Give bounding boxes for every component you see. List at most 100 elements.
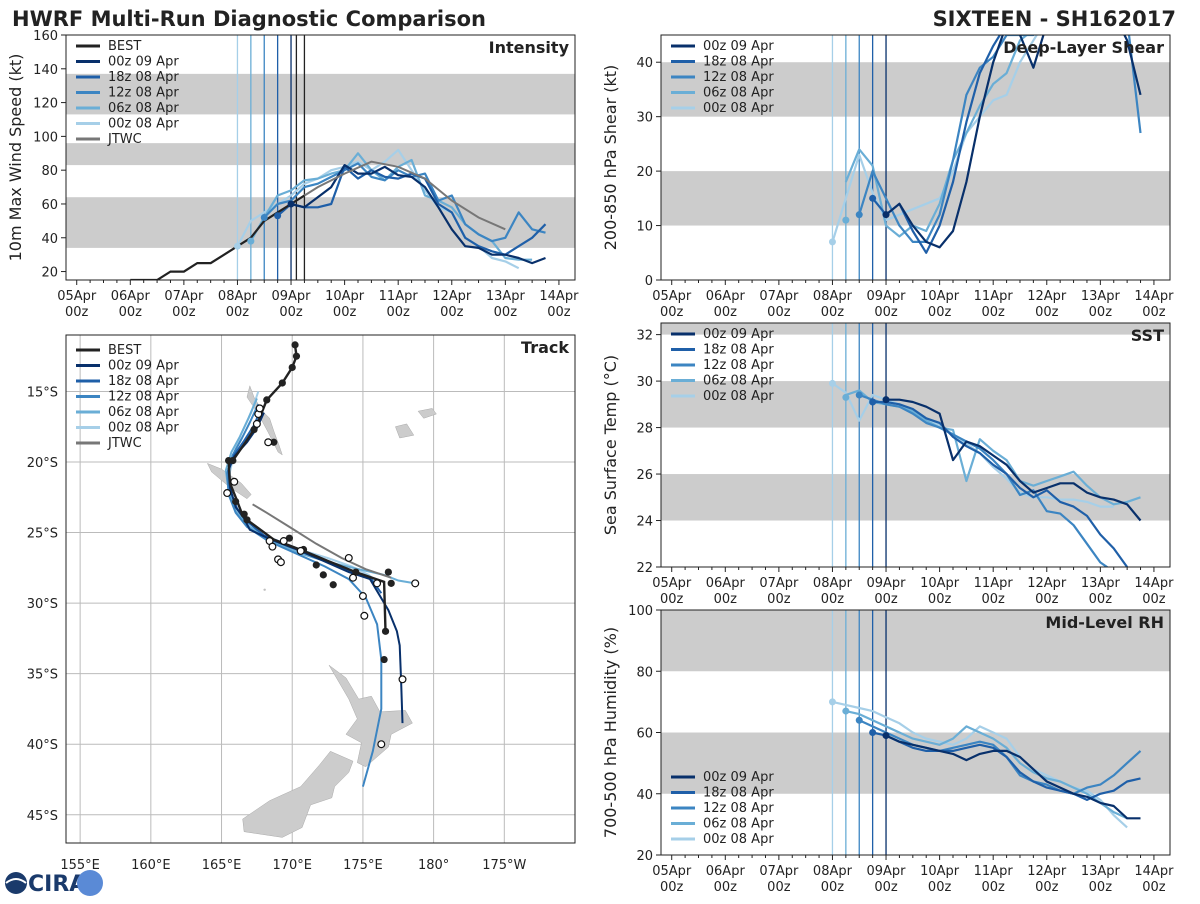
shear-ytick-label-0: 0 [645,274,653,289]
sst-xtick-label-line-9-0: 14Apr [1134,576,1174,591]
track-filled-marker-11 [240,510,248,518]
shear-band-0 [661,171,1170,226]
rh-xtick-label-line-5-1: 00z [928,880,952,895]
rh-band-0 [661,732,1170,794]
intensity-xtick-label-line-9-1: 00z [547,305,571,320]
intensity-xtick-label-line-5-1: 00z [333,305,357,320]
intensity-ylabel: 10m Max Wind Speed (kt) [6,54,25,262]
sst-series-2 [858,393,1109,567]
shear-xtick-label-line-0-0: 05Apr [652,289,692,304]
sst-series-1 [872,400,1128,567]
shear-ytick-label-2: 20 [636,165,653,180]
shear-xtick-label-line-5-1: 00z [928,305,952,320]
sst-xtick-label-2: 07Apr 00z [759,576,799,607]
shear-xtick-label-line-8-1: 00z [1089,305,1113,320]
sst-band-1 [661,381,1170,428]
track-open-marker-16 [358,592,367,601]
track-frame [65,334,576,844]
track-open-marker-15 [411,579,420,588]
shear-xtick-label-2: 07Apr 00z [759,289,799,320]
sst-ylabel: Sea Surface Temp (°C) [601,355,620,535]
shear-series-1 [871,35,1002,254]
track-filled-marker-2 [288,363,296,372]
track-open-marker-9 [296,546,305,555]
intensity-legend-label-3: 12z 08 Apr [108,86,179,101]
rh-xtick-label-8: 13Apr 00z [1081,864,1121,895]
land-vanuatu [246,384,283,456]
intensity-legend-label-6: JTWC [107,132,142,147]
shear-plot-area [828,35,1142,254]
track-filled-marker-18 [384,568,392,576]
rh-title: Mid-Level RH [1045,613,1164,632]
track-ytick-label-5: 40°S [27,738,58,753]
shear-xtick-label-line-7-1: 00z [1035,305,1059,320]
intensity-xtick-label-line-0-1: 00z [65,305,89,320]
track-open-marker-13 [349,573,358,582]
rh-xtick-label-7: 12Apr 00z [1027,864,1067,895]
track-filled-marker-10 [243,516,251,524]
rh-xtick-label-5: 10Apr 00z [920,864,960,895]
sst-ytick-label-1: 24 [636,515,653,530]
sst-xtick-label-line-6-0: 11Apr [974,576,1014,591]
sst-legend-label-1: 18z 08 Apr [703,343,774,358]
intensity-band-1 [66,143,575,166]
intensity-xtick-label-line-6-0: 11Apr [379,289,419,304]
sst-xtick-label-line-2-1: 00z [767,592,791,607]
intensity-band-2 [66,73,575,115]
rh-plot-area [828,698,1142,829]
track-xtick-label-6: 175°W [482,858,526,873]
track-open-marker-19 [377,740,386,749]
intensity-marker-2 [260,213,268,221]
intensity-xtick-label-2: 07Apr 00z [164,289,204,320]
shear-ytick-label-1: 10 [636,220,653,235]
track-open-marker-12 [344,553,353,562]
shear-xtick-label-9: 14Apr 00z [1134,289,1174,320]
intensity-ytick-label-5: 120 [33,97,58,112]
land-new-zealand-north-island [328,664,413,768]
sst-legend-label-2: 12z 08 Apr [703,358,774,373]
rh-xtick-label-3: 08Apr 00z [813,864,853,895]
sst-frame [660,322,1171,568]
track-filled-marker-1 [292,352,301,360]
rh-legend-label-3: 06z 08 Apr [703,817,774,832]
sst-xtick-label-5: 10Apr 00z [920,576,960,607]
track-filled-marker-14 [312,561,320,569]
sst-xtick-label-line-5-0: 10Apr [920,576,960,591]
rh-xtick-label-line-9-1: 00z [1142,880,1166,895]
sst-xtick-label-line-6-1: 00z [982,592,1006,607]
track-legend-label-6: JTWC [107,436,142,451]
intensity-ytick-label-6: 140 [33,63,58,78]
rh-ytick-label-1: 40 [636,788,653,803]
track-xtick-label-4: 175°E [343,858,383,873]
rh-marker-4 [882,732,890,740]
track-legend-label-3: 12z 08 Apr [108,390,179,405]
intensity-xtick-label-line-2-1: 00z [172,305,196,320]
rh-xtick-label-line-9-0: 14Apr [1134,864,1174,879]
sst-ytick-label-5: 32 [636,329,653,344]
track-open-marker-17 [360,611,369,620]
shear-xtick-label-line-0-1: 00z [660,305,684,320]
shear-marker-1 [842,216,850,224]
sst-legend-label-3: 06z 08 Apr [703,374,774,389]
intensity-ytick-label-1: 40 [41,232,58,247]
land-fiji-viti-levu [395,423,415,439]
rh-xtick-label-line-3-1: 00z [821,880,845,895]
intensity-xtick-label-line-5-0: 10Apr [325,289,365,304]
intensity-xtick-label-line-3-0: 08Apr [218,289,258,304]
sst-ytick-label-2: 26 [636,468,653,483]
shear-ytick-label-4: 40 [636,56,653,71]
shear-xtick-label-line-2-0: 07Apr [759,289,799,304]
intensity-xtick-label-0: 05Apr 00z [57,289,97,320]
intensity-marker-1 [247,237,255,245]
sst-xtick-label-line-2-0: 07Apr [759,576,799,591]
track-open-marker-5 [223,489,232,498]
rh-xtick-label-line-7-1: 00z [1035,880,1059,895]
shear-legend-label-3: 06z 08 Apr [703,86,774,101]
track-ytick-label-2: 25°S [27,527,58,542]
shear-xtick-label-1: 06Apr 00z [706,289,746,320]
shear-xtick-label-line-9-0: 14Apr [1134,289,1174,304]
shear-xtick-label-line-1-1: 00z [714,305,738,320]
track-filled-marker-9 [232,497,240,506]
sst-xtick-label-8: 13Apr 00z [1081,576,1121,607]
